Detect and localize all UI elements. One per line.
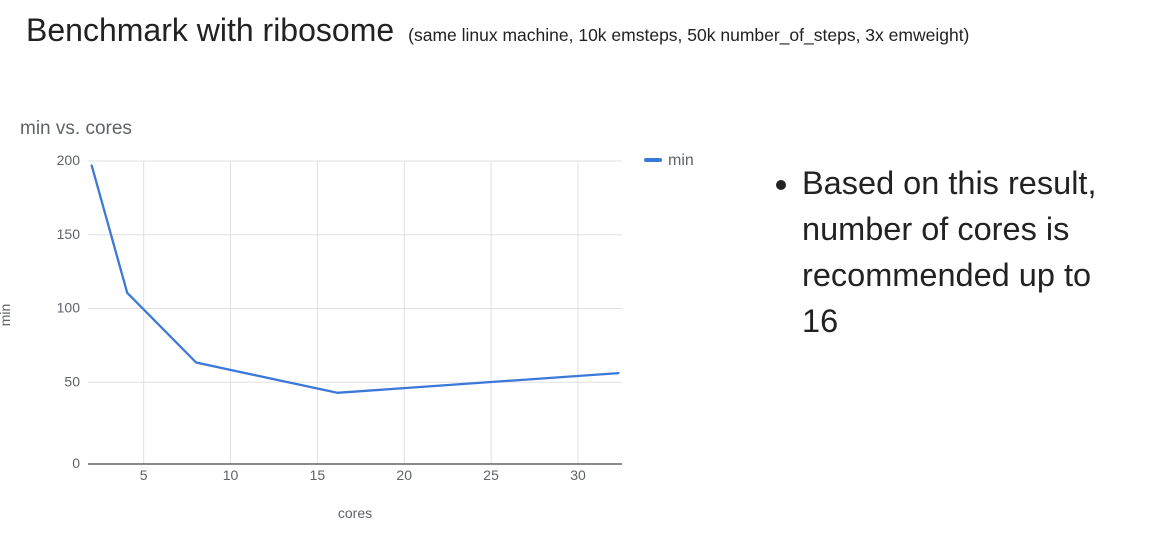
svg-text:100: 100 bbox=[57, 300, 81, 316]
svg-text:20: 20 bbox=[396, 467, 412, 483]
svg-text:10: 10 bbox=[223, 467, 239, 483]
svg-text:30: 30 bbox=[570, 467, 586, 483]
svg-text:min: min bbox=[0, 304, 13, 327]
svg-text:cores: cores bbox=[338, 505, 372, 521]
svg-text:150: 150 bbox=[57, 226, 81, 242]
svg-text:200: 200 bbox=[57, 152, 81, 168]
svg-text:15: 15 bbox=[310, 467, 326, 483]
svg-text:5: 5 bbox=[140, 467, 148, 483]
svg-text:0: 0 bbox=[72, 455, 80, 471]
svg-text:50: 50 bbox=[64, 373, 80, 389]
svg-text:25: 25 bbox=[483, 467, 499, 483]
